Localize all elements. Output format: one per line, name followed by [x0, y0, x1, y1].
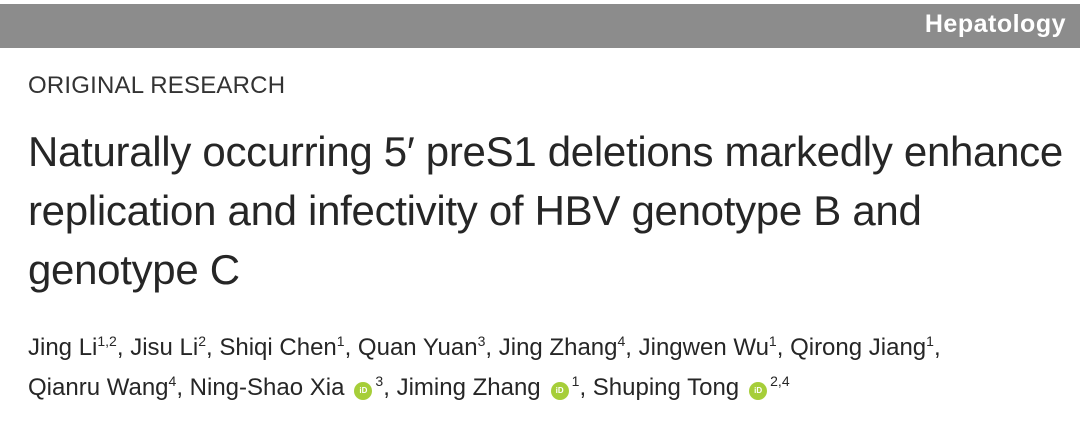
author-list: Jing Li1,2, Jisu Li2, Shiqi Chen1, Quan …: [28, 328, 1073, 408]
author-name: Jing Li: [28, 334, 98, 361]
author-separator: ,: [206, 334, 220, 361]
author-entry: Shiqi Chen1,: [219, 334, 358, 361]
author-separator: ,: [116, 334, 131, 361]
orcid-icon[interactable]: iD: [354, 382, 373, 400]
author-entry: Quan Yuan3,: [358, 334, 499, 361]
author-separator: ,: [485, 334, 499, 361]
author-name: Jing Zhang: [498, 334, 618, 361]
author-entry: Jisu Li2,: [130, 334, 219, 361]
author-name: Qirong Jiang: [790, 334, 927, 361]
author-entry: Jingwen Wu1,: [639, 334, 790, 361]
author-name: Jingwen Wu: [638, 334, 769, 361]
author-entry: Ning-Shao Xia iD3,: [190, 374, 397, 401]
journal-header-bar: Hepatology: [0, 4, 1080, 48]
affiliation-marker: 1: [571, 373, 580, 389]
author-entry: Jiming Zhang iD1,: [397, 374, 593, 401]
affiliation-marker: 1: [768, 333, 777, 349]
author-name: Quan Yuan: [357, 334, 478, 361]
author-entry: Qirong Jiang1,: [790, 334, 941, 361]
author-entry: Shuping Tong iD2,4: [593, 374, 790, 401]
author-separator: ,: [625, 334, 639, 361]
author-name: Jiming Zhang: [396, 374, 541, 401]
affiliation-marker: 1: [336, 333, 345, 349]
author-separator: ,: [776, 334, 791, 361]
orcid-icon[interactable]: iD: [749, 382, 768, 400]
author-separator: ,: [933, 334, 941, 361]
affiliation-marker: 2: [198, 333, 207, 349]
affiliation-marker: 3: [477, 333, 486, 349]
author-separator: ,: [176, 374, 190, 401]
article-section-label: ORIGINAL RESEARCH: [28, 72, 286, 99]
journal-name: Hepatology: [924, 10, 1066, 38]
orcid-icon[interactable]: iD: [550, 382, 569, 400]
affiliation-marker: 1,2: [97, 333, 117, 349]
author-name: Qianru Wang: [28, 374, 169, 401]
affiliation-marker: 4: [617, 333, 626, 349]
author-entry: Jing Zhang4,: [499, 334, 639, 361]
author-name: Jisu Li: [130, 334, 199, 361]
author-separator: ,: [579, 374, 593, 401]
article-title: Naturally occurring 5′ preS1 deletions m…: [28, 128, 1063, 293]
affiliation-marker: 3: [375, 373, 384, 389]
affiliation-marker: 1: [926, 333, 934, 349]
author-separator: ,: [344, 334, 358, 361]
author-name: Ning-Shao Xia: [189, 374, 345, 401]
affiliation-marker: 2,4: [770, 373, 790, 389]
author-entry: Jing Li1,2,: [28, 334, 130, 361]
author-separator: ,: [383, 374, 397, 401]
affiliation-marker: 4: [168, 373, 177, 389]
author-name: Shuping Tong: [592, 374, 740, 401]
author-entry: Qianru Wang4,: [28, 374, 190, 401]
author-name: Shiqi Chen: [219, 334, 337, 361]
